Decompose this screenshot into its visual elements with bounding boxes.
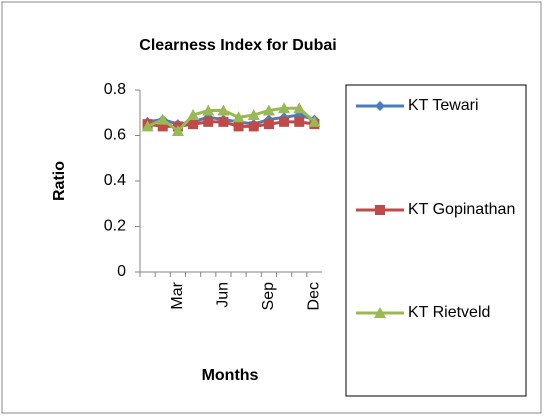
y-axis-title: Ratio (51, 161, 68, 201)
data-point (188, 119, 199, 130)
y-tick-label: 0.6 (104, 127, 126, 144)
data-point (233, 121, 244, 132)
legend-marker (375, 205, 385, 215)
data-point (294, 116, 305, 127)
x-tick-label: Mar (169, 281, 186, 309)
y-tick-label: 0.2 (104, 218, 126, 235)
data-point (278, 102, 291, 114)
x-tick-label: Jun (215, 282, 232, 308)
legend-label: KT Tewari (408, 97, 479, 114)
data-point (141, 120, 154, 132)
data-point (308, 115, 321, 127)
data-point (247, 109, 260, 121)
data-point (156, 113, 169, 125)
y-tick-label: 0.4 (104, 172, 126, 189)
data-point (171, 124, 184, 136)
legend-label: KT Gopinathan (408, 201, 516, 218)
data-point (202, 104, 215, 116)
data-point (279, 116, 290, 127)
data-point (232, 111, 245, 123)
data-point (203, 116, 214, 127)
data-point (263, 119, 274, 130)
data-point (187, 109, 200, 121)
data-point (248, 121, 259, 132)
legend-marker (374, 307, 386, 318)
y-tick-label: 0.8 (104, 81, 126, 98)
x-tick-label: Dec (306, 282, 323, 310)
data-point (157, 121, 168, 132)
chart-title: Clearness Index for Dubai (139, 37, 336, 54)
x-axis-title: Months (202, 367, 259, 384)
y-tick-label: 0 (117, 263, 126, 280)
x-tick-label: Sep (260, 282, 277, 311)
legend-marker (375, 101, 385, 111)
legend-box (345, 84, 527, 397)
data-point (218, 116, 229, 127)
data-point (293, 102, 306, 114)
data-point (217, 104, 230, 116)
legend-label: KT Rietveld (408, 304, 491, 321)
data-point (262, 104, 275, 116)
